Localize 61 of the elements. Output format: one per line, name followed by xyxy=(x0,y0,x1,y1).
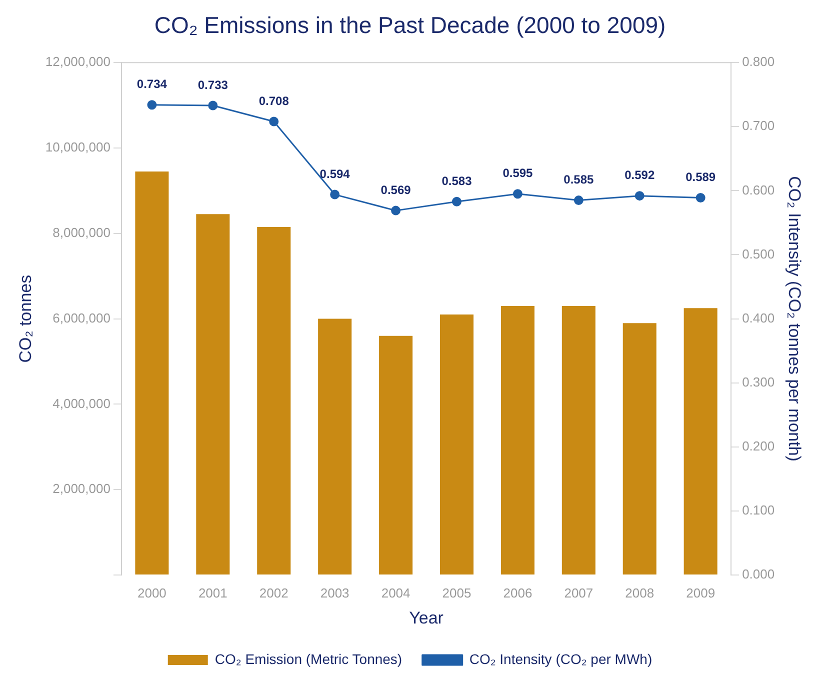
data-label: 0.595 xyxy=(502,166,534,180)
y2-tick-label: 0.200 xyxy=(742,438,775,454)
y2-tick-label: 0.500 xyxy=(742,246,775,262)
bar xyxy=(135,171,169,574)
bar xyxy=(257,226,291,574)
x-tick-label: 2000 xyxy=(137,585,166,600)
legend-label: CO₂ Emission (Metric Tonnes) xyxy=(214,650,402,667)
bar xyxy=(562,306,596,574)
data-label: 0.569 xyxy=(380,182,412,197)
point xyxy=(574,196,584,206)
y2-tick-label: 0.700 xyxy=(742,118,775,134)
point xyxy=(147,100,157,110)
point xyxy=(512,189,522,199)
point xyxy=(391,206,401,216)
bar xyxy=(684,308,718,574)
y2-tick-label: 0.800 xyxy=(742,54,775,70)
point xyxy=(269,116,279,126)
x-tick-label: 2002 xyxy=(259,585,288,600)
x-tick-label: 2003 xyxy=(320,585,350,600)
data-label: 0.589 xyxy=(686,170,716,184)
bar xyxy=(500,306,534,574)
chart-title: CO₂ Emissions in the Past Decade (2000 to 2009) xyxy=(154,12,666,38)
x-tick-label: 2006 xyxy=(503,585,532,600)
x-tick-label: 2008 xyxy=(625,585,654,600)
data-label: 0.708 xyxy=(258,94,290,108)
y-tick-label: 6,000,000 xyxy=(52,310,110,326)
data-label: 0.592 xyxy=(624,168,655,182)
y-tick-label: 4,000,000 xyxy=(52,396,110,411)
point xyxy=(208,100,218,110)
point xyxy=(634,191,644,201)
y-tick-label: 12,000,000 xyxy=(45,54,110,70)
bar xyxy=(196,214,230,574)
data-label: 0.733 xyxy=(198,78,228,92)
point xyxy=(696,192,706,202)
x-tick-label: 2004 xyxy=(381,585,410,600)
x-tick-label: 2001 xyxy=(198,585,228,600)
data-label: 0.583 xyxy=(442,174,472,188)
y-axis-title: CO₂ tonnes xyxy=(16,274,35,363)
bar xyxy=(622,323,656,574)
y-tick-label: 10,000,000 xyxy=(45,140,110,155)
y-tick-label: 2,000,000 xyxy=(52,481,110,496)
y-tick-label: 8,000,000 xyxy=(52,224,110,240)
bar xyxy=(379,336,413,574)
data-label: 0.594 xyxy=(320,166,350,181)
point xyxy=(330,190,340,200)
y2-tick-label: 0.600 xyxy=(742,182,775,198)
y2-tick-label: 0.000 xyxy=(742,566,775,582)
data-label: 0.734 xyxy=(136,77,168,92)
data-label: 0.585 xyxy=(564,172,594,187)
legend-label: CO₂ Intensity (CO₂ per MWh) xyxy=(469,650,652,667)
y2-tick-label: 0.400 xyxy=(742,310,775,326)
y2-axis-title: CO₂ Intensity (CO₂ tonnes per month) xyxy=(785,176,804,462)
bar xyxy=(318,318,352,574)
bar xyxy=(440,314,474,574)
x-tick-label: 2009 xyxy=(686,585,716,600)
y2-tick-label: 0.300 xyxy=(742,374,775,390)
x-tick-label: 2005 xyxy=(442,585,472,600)
y2-tick-label: 0.100 xyxy=(742,502,775,518)
point xyxy=(452,196,462,206)
x-axis-title: Year xyxy=(409,608,444,628)
x-tick-label: 2007 xyxy=(564,585,594,600)
